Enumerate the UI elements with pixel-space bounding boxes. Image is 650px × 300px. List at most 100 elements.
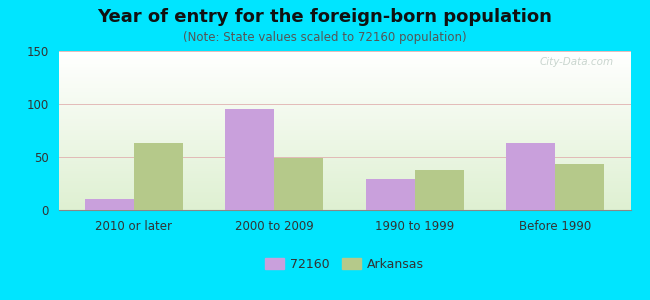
Bar (58, 100, 630, 101)
Bar (225, 109, 274, 210)
Bar (58, 148, 630, 149)
Bar (58, 92, 630, 93)
Bar (58, 172, 630, 173)
Bar (58, 168, 630, 169)
Bar (58, 101, 630, 102)
Bar (58, 61, 630, 62)
Legend: 72160, Arkansas: 72160, Arkansas (265, 257, 424, 271)
Bar (58, 144, 630, 145)
Bar (58, 51, 630, 52)
Bar (58, 109, 630, 110)
Bar (58, 120, 630, 121)
Bar (58, 141, 630, 142)
Bar (58, 153, 630, 154)
Bar (58, 133, 630, 134)
Bar (58, 192, 630, 193)
Bar (58, 112, 630, 113)
Bar (58, 194, 630, 195)
Bar (58, 199, 630, 200)
Bar (58, 107, 630, 108)
Bar (58, 110, 630, 111)
Bar (58, 127, 630, 128)
Bar (58, 208, 630, 209)
Bar (58, 95, 630, 96)
Bar (58, 138, 630, 139)
Bar (58, 78, 630, 79)
Bar (58, 164, 630, 165)
Bar (58, 99, 630, 100)
Bar (58, 71, 630, 72)
Bar (58, 126, 630, 127)
Bar (134, 143, 183, 210)
Bar (58, 132, 630, 133)
Bar (58, 169, 630, 170)
Bar (58, 151, 630, 152)
Bar (58, 129, 630, 130)
Bar (58, 203, 630, 204)
Bar (58, 205, 630, 206)
Bar (58, 201, 630, 202)
Bar (58, 86, 630, 87)
Bar (58, 77, 630, 78)
Bar (58, 162, 630, 163)
Bar (58, 54, 630, 55)
Bar (58, 170, 630, 171)
Bar (58, 174, 630, 175)
Bar (58, 104, 630, 105)
Bar (58, 202, 630, 203)
Bar (58, 90, 630, 91)
Bar (58, 114, 630, 115)
Bar (58, 64, 630, 65)
Bar (58, 96, 630, 97)
Bar (58, 146, 630, 147)
Bar (58, 116, 630, 117)
Bar (58, 63, 630, 64)
Bar (58, 60, 630, 61)
Bar (58, 76, 630, 77)
Bar (58, 97, 630, 98)
Bar (58, 138, 630, 139)
Bar (58, 178, 630, 179)
Bar (58, 111, 630, 112)
Bar (58, 58, 630, 59)
Bar (58, 165, 630, 166)
Bar (58, 175, 630, 176)
Bar (58, 62, 630, 63)
Bar (58, 190, 630, 191)
Bar (58, 52, 630, 53)
Bar (58, 65, 630, 66)
Text: (Note: State values scaled to 72160 population): (Note: State values scaled to 72160 popu… (183, 32, 467, 44)
Bar (58, 182, 630, 183)
Bar (58, 188, 630, 189)
Bar (58, 142, 630, 143)
Bar (58, 147, 630, 148)
Bar (58, 184, 630, 185)
Bar (506, 143, 555, 210)
Bar (58, 187, 630, 188)
Bar (58, 94, 630, 95)
Bar (58, 81, 630, 82)
Bar (58, 88, 630, 89)
Bar (58, 154, 630, 155)
Bar (58, 134, 630, 135)
Bar (58, 67, 630, 68)
Bar (58, 66, 630, 67)
Bar (58, 189, 630, 190)
Bar (58, 135, 630, 136)
Bar (58, 152, 630, 153)
Bar (58, 173, 630, 174)
Bar (58, 93, 630, 94)
Bar (58, 117, 630, 118)
Bar (58, 167, 630, 168)
Bar (58, 122, 630, 123)
Bar (58, 124, 630, 125)
Bar (58, 89, 630, 90)
Bar (58, 181, 630, 182)
Bar (58, 108, 630, 109)
Bar (58, 98, 630, 99)
Bar (58, 177, 630, 178)
Bar (58, 68, 630, 69)
Bar (58, 55, 630, 56)
Bar (58, 87, 630, 88)
Bar (58, 158, 630, 159)
